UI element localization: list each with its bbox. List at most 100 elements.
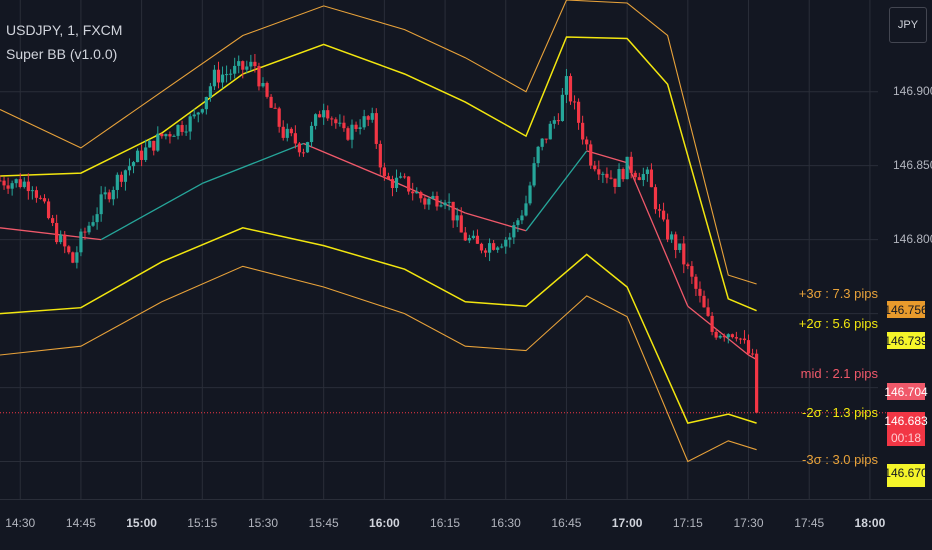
candle-body: [463, 232, 467, 241]
candle-body: [370, 113, 374, 120]
candle-body: [168, 134, 172, 137]
candle-body: [318, 114, 322, 118]
price-tag: 00:18: [887, 429, 925, 446]
candle-body: [544, 138, 548, 140]
candle-body: [738, 338, 743, 340]
time-tick: 16:30: [490, 516, 521, 530]
candle-body: [637, 177, 641, 181]
candle-body: [342, 122, 346, 129]
candles: [0, 53, 759, 414]
candle-body: [568, 76, 573, 102]
band-line-upper2sd: [0, 36, 757, 312]
candle-body: [722, 335, 726, 338]
candle-body: [127, 166, 132, 171]
candle-body: [532, 163, 536, 186]
candle-body: [617, 168, 621, 187]
candle-body: [576, 101, 581, 123]
candle-body: [398, 176, 403, 178]
candle-body: [698, 288, 702, 296]
time-tick: 14:45: [65, 516, 96, 530]
mid-band-segment: [626, 162, 689, 307]
candle-body: [200, 109, 204, 113]
candle-body: [415, 192, 419, 194]
candle-body: [467, 238, 471, 241]
band-label: +3σ : 7.3 pips: [798, 286, 878, 301]
time-tick: 16:00: [369, 516, 400, 530]
candle-body: [0, 180, 2, 182]
candle-body: [309, 125, 314, 143]
candle-body: [653, 187, 658, 210]
time-tick: 17:00: [611, 516, 643, 530]
candle-body: [378, 143, 382, 168]
candle-body: [496, 247, 500, 250]
candle-body: [483, 250, 488, 253]
candle-body: [475, 235, 480, 244]
candle-body: [123, 170, 128, 182]
candle-body: [330, 118, 334, 120]
candle-body: [184, 131, 188, 133]
time-tick: 16:15: [430, 516, 461, 530]
candle-body: [666, 219, 670, 240]
candle-body: [661, 210, 666, 220]
candle-body: [629, 156, 633, 173]
candle-body: [216, 69, 221, 83]
candle-body: [261, 83, 265, 87]
candle-body: [293, 133, 297, 144]
candle-body: [67, 246, 71, 253]
price-tag: 146.756: [884, 301, 928, 318]
candle-body: [46, 201, 51, 219]
candle-body: [492, 243, 496, 250]
candle-body: [609, 177, 613, 179]
candle-body: [119, 174, 123, 182]
candle-body: [14, 179, 18, 184]
candle-body: [42, 198, 47, 202]
price-tag: 146.739: [884, 332, 928, 349]
candle-body: [277, 108, 281, 127]
candle-body: [504, 239, 508, 247]
candle-body: [682, 243, 686, 265]
candle-body: [192, 114, 196, 117]
symbol-title[interactable]: USDJPY, 1, FXCM: [6, 22, 123, 38]
candle-body: [366, 116, 370, 120]
price-tag: 146.670: [884, 464, 928, 481]
candle-body: [694, 276, 698, 289]
candle-body: [237, 61, 241, 66]
candle-body: [431, 195, 435, 199]
candle-body: [572, 101, 577, 103]
band-label: -2σ : 1.3 pips: [802, 405, 878, 420]
mid-band-segment: [303, 142, 385, 179]
candle-body: [269, 96, 273, 108]
candle-body: [730, 334, 734, 338]
candle-body: [512, 225, 516, 238]
candle-body: [354, 124, 358, 129]
candle-body: [508, 237, 512, 240]
candle-body: [750, 353, 755, 355]
indicator-title[interactable]: Super BB (v1.0.0): [6, 46, 118, 62]
candle-body: [152, 140, 156, 151]
candle-body: [131, 162, 136, 167]
candle-body: [281, 126, 285, 138]
currency-button[interactable]: JPY: [889, 7, 927, 43]
candle-body: [111, 189, 115, 200]
candle-body: [593, 165, 597, 170]
candle-body: [382, 167, 386, 177]
candle-body: [107, 192, 111, 200]
price-tag-strip: [887, 481, 925, 487]
candle-body: [411, 191, 415, 194]
candle-body: [224, 74, 229, 76]
candle-body: [451, 201, 455, 221]
mid-band-segment: [100, 182, 203, 241]
candle-body: [156, 133, 160, 151]
candle-body: [180, 125, 184, 132]
candle-body: [245, 66, 249, 70]
candle-body: [148, 140, 152, 148]
band-label: -3σ : 3.0 pips: [802, 452, 878, 467]
candle-body: [55, 222, 59, 243]
candle-body: [188, 116, 192, 132]
time-tick: 15:30: [247, 516, 278, 530]
candle-body: [423, 198, 427, 205]
time-tick: 17:45: [794, 516, 825, 530]
candle-body: [520, 215, 524, 221]
candle-body: [338, 122, 342, 124]
